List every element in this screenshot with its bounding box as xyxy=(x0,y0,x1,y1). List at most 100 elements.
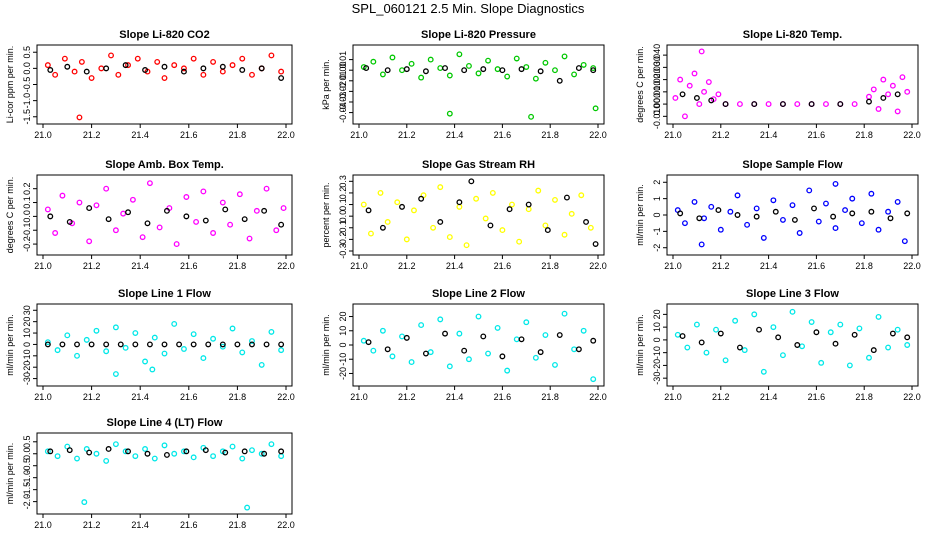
data-point xyxy=(71,68,78,75)
data-point-overlay xyxy=(222,449,229,456)
data-point xyxy=(736,101,743,108)
panel-title: Slope Line 3 Flow xyxy=(746,288,839,300)
data-point-overlay xyxy=(422,68,429,75)
data-point xyxy=(263,185,270,192)
data-point xyxy=(592,105,599,112)
data-point-overlay xyxy=(736,344,743,351)
data-point xyxy=(76,114,83,121)
data-point xyxy=(674,331,681,338)
x-tick-label: 21.2 xyxy=(398,261,416,271)
y-tick-label: 0.0 xyxy=(22,447,32,460)
data-point xyxy=(815,218,822,225)
x-tick-label: 21.0 xyxy=(350,261,368,271)
data-point xyxy=(485,350,492,357)
data-point xyxy=(76,199,83,206)
y-axis-label: kPa per min. xyxy=(321,59,331,110)
y-tick-label: -0.010 xyxy=(652,104,662,130)
data-point-overlay xyxy=(144,450,151,457)
data-point-overlay xyxy=(537,68,544,75)
data-point xyxy=(751,311,758,318)
data-point xyxy=(753,205,760,212)
data-point-overlay xyxy=(480,66,487,73)
data-point-overlay xyxy=(105,446,112,452)
data-point-overlay xyxy=(832,340,839,347)
data-point-overlay xyxy=(889,330,896,337)
data-point xyxy=(535,187,542,194)
data-point xyxy=(691,198,698,205)
y-tick-label: -0.5 xyxy=(22,77,32,93)
data-point xyxy=(866,93,872,100)
x-tick-label: 21.4 xyxy=(760,130,778,140)
data-point xyxy=(571,346,578,353)
data-point-overlay xyxy=(249,341,255,348)
data-point xyxy=(437,184,444,191)
x-tick-label: 21.2 xyxy=(83,520,101,530)
x-tick-label: 21.4 xyxy=(446,130,464,140)
data-point xyxy=(268,441,275,448)
data-point xyxy=(823,200,829,207)
data-point xyxy=(580,61,587,68)
scatter-panel-1: Slope Li-820 CO2 21.0 21.2 21.4 21.6 21.8 22.0… xyxy=(5,29,295,140)
data-point-overlay xyxy=(487,222,494,229)
x-tick-label: 21.2 xyxy=(712,261,730,271)
panel-title: Slope Gas Stream RH xyxy=(422,159,535,171)
data-point xyxy=(377,189,384,196)
data-point xyxy=(875,226,882,233)
data-point xyxy=(701,215,708,222)
x-tick-label: 21.8 xyxy=(855,392,873,402)
data-point-overlay xyxy=(219,63,226,70)
data-point-overlay xyxy=(461,67,468,74)
x-tick-label: 21.2 xyxy=(398,130,416,140)
data-point xyxy=(180,448,187,455)
data-point-overlay xyxy=(422,350,429,357)
data-point-overlay xyxy=(176,341,183,348)
data-point-overlay xyxy=(83,68,90,75)
data-point-overlay xyxy=(403,66,410,73)
x-tick-label: 21.0 xyxy=(350,130,368,140)
data-point xyxy=(161,350,168,357)
data-point xyxy=(161,442,168,449)
data-point xyxy=(74,455,80,462)
data-point-overlay xyxy=(556,332,563,338)
data-point xyxy=(379,71,386,78)
data-point xyxy=(672,95,679,101)
y-tick-label: 10 xyxy=(338,326,348,336)
data-point xyxy=(249,71,255,78)
data-point-overlay xyxy=(811,205,817,212)
data-point-overlay xyxy=(105,216,112,223)
data-point xyxy=(44,62,51,69)
x-tick-label: 21.6 xyxy=(180,130,198,140)
data-point-overlay xyxy=(86,449,93,456)
y-tick-label: 0.1 xyxy=(22,196,32,209)
data-point xyxy=(171,62,178,69)
x-tick-label: 22.0 xyxy=(277,261,295,271)
data-point xyxy=(278,347,285,354)
y-axis-label: ml/min per min. xyxy=(5,443,15,505)
data-point-overlay xyxy=(64,63,71,70)
data-point xyxy=(696,101,703,108)
data-point-overlay xyxy=(117,341,124,348)
data-point-overlay xyxy=(708,97,715,104)
data-point-overlay xyxy=(904,334,911,341)
data-point-overlay xyxy=(537,349,544,356)
data-point xyxy=(437,65,444,72)
x-tick-label: 21.2 xyxy=(83,130,101,140)
data-point xyxy=(88,75,95,81)
y-tick-label: -1.5 xyxy=(22,482,32,498)
data-point xyxy=(227,221,234,228)
data-point xyxy=(770,197,777,204)
y-tick-label: -20 xyxy=(22,361,32,374)
data-point xyxy=(796,230,803,236)
data-point xyxy=(112,441,119,448)
y-axis-label: ml/min per min. xyxy=(635,314,645,376)
x-tick-label: 21.8 xyxy=(541,130,559,140)
data-point xyxy=(370,58,377,65)
data-point xyxy=(108,52,114,59)
x-tick-label: 21.0 xyxy=(350,392,368,402)
data-point xyxy=(760,234,767,241)
data-point-overlay xyxy=(47,67,54,73)
data-point-overlay xyxy=(190,341,197,348)
data-point xyxy=(411,207,417,214)
y-tick-label: 0.01 xyxy=(338,51,348,69)
